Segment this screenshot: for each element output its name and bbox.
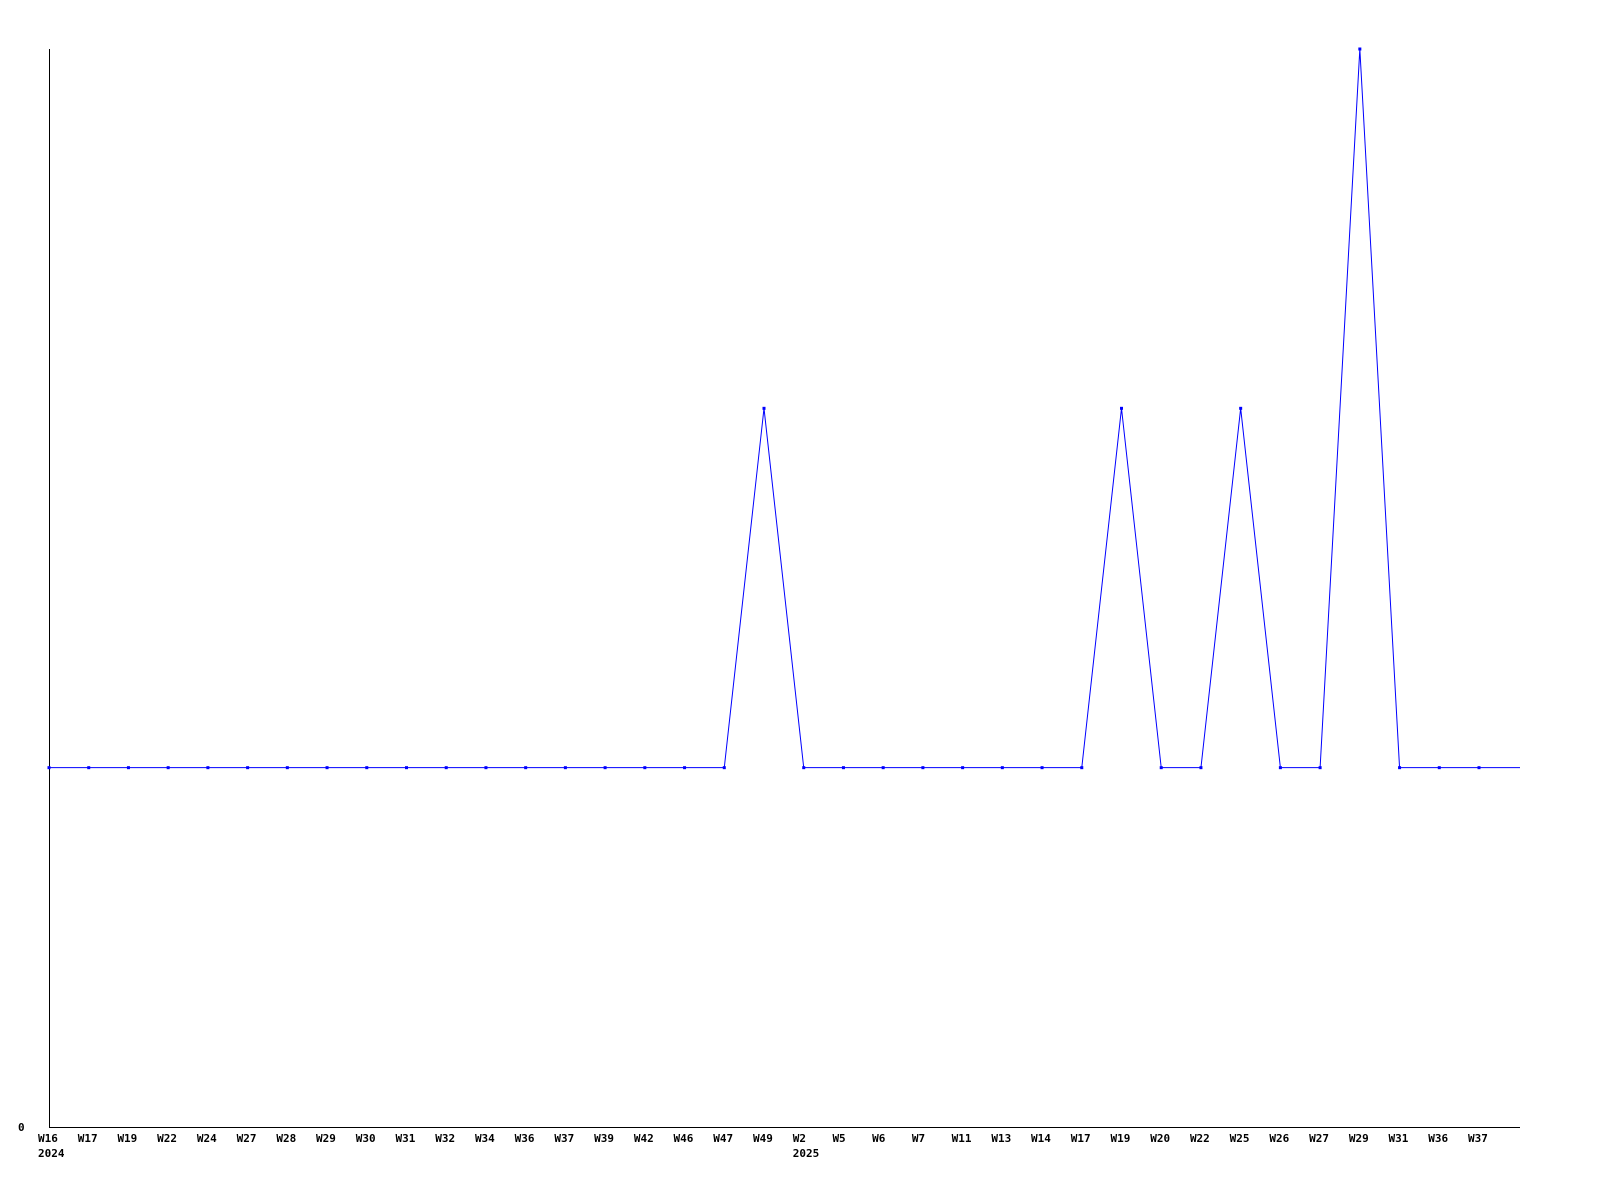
x-tick-label: W24 bbox=[197, 1132, 217, 1145]
data-point bbox=[881, 766, 885, 770]
data-point bbox=[683, 766, 687, 770]
data-point bbox=[206, 766, 210, 770]
x-tick-label: W7 bbox=[912, 1132, 925, 1145]
x-tick-label: W14 bbox=[1031, 1132, 1051, 1145]
x-tick-label: W37 bbox=[1468, 1132, 1488, 1145]
data-point bbox=[246, 766, 250, 770]
data-point bbox=[47, 766, 51, 770]
data-point bbox=[285, 766, 289, 770]
x-tick-label: W27 bbox=[237, 1132, 257, 1145]
x-tick-label: W13 bbox=[991, 1132, 1011, 1145]
data-point bbox=[365, 766, 369, 770]
x-tick-label: W28 bbox=[276, 1132, 296, 1145]
x-tick-label: W22 bbox=[1190, 1132, 1210, 1145]
data-point bbox=[1040, 766, 1044, 770]
x-tick-label: W25 bbox=[1230, 1132, 1250, 1145]
data-point bbox=[762, 406, 766, 410]
x-year-label: 2024 bbox=[38, 1147, 65, 1160]
data-point bbox=[484, 766, 488, 770]
x-tick-label: W29 bbox=[316, 1132, 336, 1145]
x-tick-label: W17 bbox=[78, 1132, 98, 1145]
data-point bbox=[1477, 766, 1481, 770]
data-point bbox=[166, 766, 170, 770]
x-tick-label: W16 bbox=[38, 1132, 58, 1145]
data-point bbox=[603, 766, 607, 770]
x-tick-label: W26 bbox=[1269, 1132, 1289, 1145]
x-tick-label: W19 bbox=[117, 1132, 137, 1145]
x-tick-label: W30 bbox=[356, 1132, 376, 1145]
x-year-label: 2025 bbox=[793, 1147, 820, 1160]
x-tick-label: W31 bbox=[396, 1132, 416, 1145]
data-point bbox=[1080, 766, 1084, 770]
data-point bbox=[643, 766, 647, 770]
data-point bbox=[1318, 766, 1322, 770]
x-tick-label: W20 bbox=[1150, 1132, 1170, 1145]
x-tick-label: W47 bbox=[713, 1132, 733, 1145]
series-line bbox=[49, 48, 1520, 769]
x-tick-label: W27 bbox=[1309, 1132, 1329, 1145]
data-point bbox=[1159, 766, 1163, 770]
data-point bbox=[1437, 766, 1441, 770]
x-tick-label: W49 bbox=[753, 1132, 773, 1145]
data-point bbox=[1278, 766, 1282, 770]
x-tick-label: W34 bbox=[475, 1132, 495, 1145]
data-point bbox=[405, 766, 408, 770]
data-point bbox=[524, 766, 528, 770]
data-point bbox=[1000, 766, 1004, 770]
x-tick-label: W29 bbox=[1349, 1132, 1369, 1145]
x-tick-label: W6 bbox=[872, 1132, 886, 1145]
x-tick-label: W36 bbox=[1428, 1132, 1448, 1145]
x-tick-label: W5 bbox=[832, 1132, 845, 1145]
x-tick-label: W36 bbox=[515, 1132, 535, 1145]
data-point bbox=[1398, 766, 1402, 770]
y-tick-label: 0 bbox=[18, 1121, 25, 1134]
data-point bbox=[921, 766, 925, 770]
data-point bbox=[1239, 406, 1243, 410]
x-tick-label: W2 bbox=[793, 1132, 806, 1145]
data-point bbox=[961, 766, 965, 770]
x-tick-label: W46 bbox=[674, 1132, 694, 1145]
data-point bbox=[1358, 47, 1362, 51]
x-tick-label: W11 bbox=[952, 1132, 972, 1145]
x-tick-label: W32 bbox=[435, 1132, 455, 1145]
data-point bbox=[1199, 766, 1203, 770]
data-point bbox=[1120, 406, 1123, 410]
data-point bbox=[87, 766, 91, 770]
data-point bbox=[444, 766, 448, 770]
data-point bbox=[841, 766, 845, 770]
data-point bbox=[325, 766, 329, 770]
data-point bbox=[722, 766, 726, 770]
data-point bbox=[126, 766, 130, 770]
data-point bbox=[563, 766, 567, 770]
x-tick-label: W17 bbox=[1071, 1132, 1091, 1145]
x-tick-label: W37 bbox=[554, 1132, 574, 1145]
x-tick-label: W42 bbox=[634, 1132, 654, 1145]
x-tick-label: W19 bbox=[1111, 1132, 1131, 1145]
x-tick-label: W31 bbox=[1389, 1132, 1409, 1145]
data-point bbox=[802, 766, 806, 770]
x-tick-label: W22 bbox=[157, 1132, 177, 1145]
x-tick-label: W39 bbox=[594, 1132, 614, 1145]
